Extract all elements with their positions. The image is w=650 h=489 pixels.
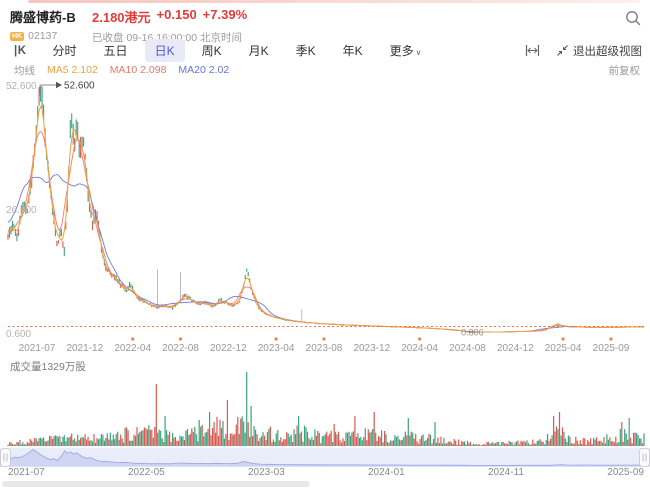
price-change: +0.150 (156, 7, 197, 22)
navigator-line (0, 449, 650, 466)
ma5-line (7, 105, 644, 334)
x-axis-label: 2022-08 (162, 343, 199, 354)
event-dot (322, 337, 326, 341)
navigator-handle-left[interactable] (0, 448, 11, 467)
navigator-date: 2023-03 (248, 467, 285, 478)
stock-identity: 腾盛博药-B HK 02137 (10, 7, 82, 42)
stock-code: 02137 (28, 30, 58, 42)
horizontal-scrollbar-thumb[interactable] (2, 481, 310, 487)
event-dot (418, 337, 422, 341)
top-accent-line (28, 0, 640, 3)
y-axis-label: 26.600 (6, 205, 37, 216)
volume-bars (7, 372, 645, 446)
chevron-down-icon: ∨ (415, 48, 422, 57)
event-dot (609, 337, 613, 341)
x-axis-label: 2023-04 (258, 343, 295, 354)
event-dot (178, 337, 183, 341)
ma-item-ma20: MA20 2.02 (178, 64, 230, 76)
kline-panel-icon[interactable]: |K (14, 44, 27, 57)
fit-width-icon[interactable] (525, 44, 540, 57)
x-axis-label: 2024-08 (449, 343, 486, 354)
tab-week-k[interactable]: 周K (192, 39, 232, 62)
navigator-date: 2024-11 (488, 467, 524, 478)
max-price-label: 52.600 (64, 81, 95, 92)
candles-layer (7, 86, 645, 333)
x-axis-label: 2024-12 (497, 343, 534, 354)
ma-item-ma5: MA5 2.102 (47, 64, 98, 76)
x-axis-label: 2022-04 (114, 343, 151, 354)
current-price: 2.180港元 (92, 10, 151, 25)
market-status: 已收盘 09-16 16:00:00 北京时间 (92, 32, 242, 44)
navigator-date: 2025-09 (607, 467, 644, 478)
navigator-date: 2024-01 (368, 467, 405, 478)
x-axis-label: 2023-08 (306, 343, 343, 354)
exit-super-view-button[interactable]: 退出超级视图 (556, 43, 642, 59)
x-axis-label: 2025-09 (593, 343, 630, 354)
navigator-handle-right[interactable] (639, 448, 650, 467)
quote-block: 2.180港元 +0.150 +7.39% 已收盘 09-16 16:00:00… (92, 7, 247, 45)
ma-values: MA5 2.102 MA10 2.098 MA20 2.02 (47, 64, 229, 76)
ma-group-label: 均线 (14, 64, 35, 77)
market-badge-hk: HK (10, 31, 25, 41)
event-dot (561, 337, 565, 341)
stock-header: 腾盛博药-B HK 02137 2.180港元 +0.150 +7.39% 已收… (10, 7, 620, 44)
x-axis-label: 2021-12 (66, 343, 103, 354)
event-dot (274, 337, 278, 341)
y-axis-label: 52.600 (6, 81, 37, 92)
max-callout-line (39, 84, 56, 96)
search-icon[interactable] (624, 9, 642, 27)
adjust-mode-label[interactable]: 前复权 (608, 64, 641, 77)
period-tabbar: |K 分时 五日 日K 周K 月K 季K 年K 更多 ∨ 退出超级视图 (14, 39, 642, 62)
price-change-percent: +7.39% (202, 7, 248, 22)
collapse-view-icon (557, 45, 568, 56)
range-navigator[interactable] (0, 448, 650, 467)
x-axis-label: 2021-07 (19, 343, 56, 354)
stock-name: 腾盛博药-B (10, 10, 76, 25)
exit-super-view-label: 退出超级视图 (573, 45, 642, 58)
x-axis-label: 2023-12 (353, 343, 390, 354)
ma10-line (7, 130, 644, 333)
indicator-row: 均线 MA5 2.102 MA10 2.098 MA20 2.02 前复权 (14, 63, 640, 77)
max-callout-arrow (56, 81, 62, 89)
ma-item-ma10: MA10 2.098 (109, 64, 167, 76)
event-dot (131, 337, 135, 341)
navigator-date: 2022-05 (128, 467, 165, 478)
x-axis-label: 2022-12 (210, 343, 247, 354)
tab-month-k[interactable]: 月K (239, 39, 279, 62)
tab-minute[interactable]: 分时 (43, 39, 87, 62)
tab-more[interactable]: 更多 ∨ (380, 39, 432, 62)
navigator-dates: 2021-07 2022-05 2023-03 2024-01 2024-11 2025-… (8, 467, 644, 478)
tab-year-k[interactable]: 年K (333, 39, 373, 62)
price-volume-chart[interactable]: 52.600 26.600 0.600 52.600 0.806 2021-07 2021-… (0, 78, 650, 448)
min-price-label: 0.806 (461, 328, 484, 338)
volume-label: 成交量1329万股 (10, 360, 86, 373)
x-axis-label: 2025-04 (545, 343, 582, 354)
period-tabs: 分时 五日 日K 周K 月K 季K 年K 更多 ∨ (43, 39, 432, 62)
tab-quarter-k[interactable]: 季K (286, 39, 326, 62)
tab-five-day[interactable]: 五日 (94, 39, 138, 62)
navigator-date: 2021-07 (8, 467, 45, 478)
tab-day-k[interactable]: 日K (144, 39, 185, 62)
navigator-track (0, 448, 650, 467)
x-axis-label: 2024-04 (401, 343, 438, 354)
ma20-line (7, 174, 644, 333)
y-axis-label: 0.600 (6, 329, 31, 340)
